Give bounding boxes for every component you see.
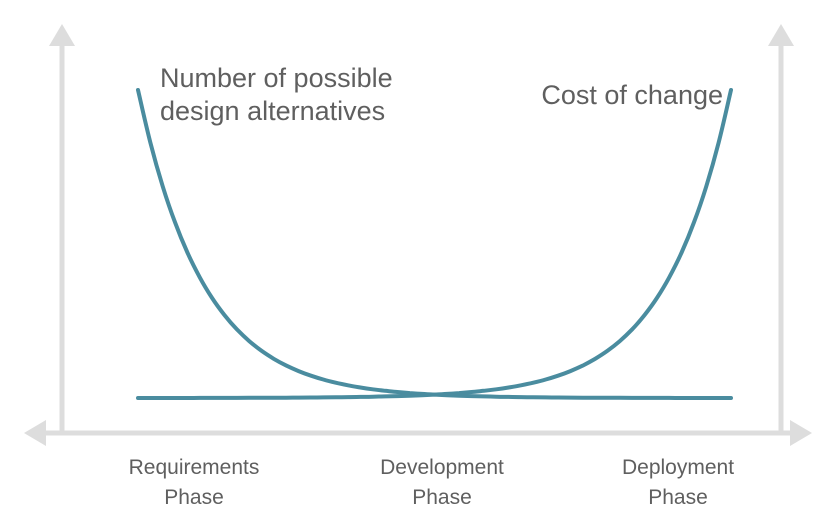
series-lines [136,88,733,400]
tick-label-development-line2: Phase [412,486,472,509]
x-axis-arrow-right [790,420,812,446]
series-label-design-alternatives-line1: Number of possible [160,63,393,93]
right-y-axis-arrow [768,24,794,46]
series-line-design-alternatives [136,88,733,400]
x-axis-arrow-left [24,420,46,446]
series-line-cost-of-change [136,88,733,400]
tick-label-deployment-line2: Phase [648,486,708,509]
series-label-design-alternatives-line2: design alternatives [160,96,385,126]
tick-label-requirements-line1: Requirements [129,456,260,479]
series-label-cost-of-change: Cost of change [541,80,723,110]
tick-label-deployment-line1: Deployment [622,456,734,479]
x-tick-labels: Requirements Phase Development Phase Dep… [129,456,735,509]
left-y-axis-arrow [49,24,75,46]
axes [24,24,812,446]
tick-label-development-line1: Development [380,456,504,479]
tick-label-requirements-line2: Phase [164,486,224,509]
series-labels: Number of possible design alternatives C… [160,63,723,126]
